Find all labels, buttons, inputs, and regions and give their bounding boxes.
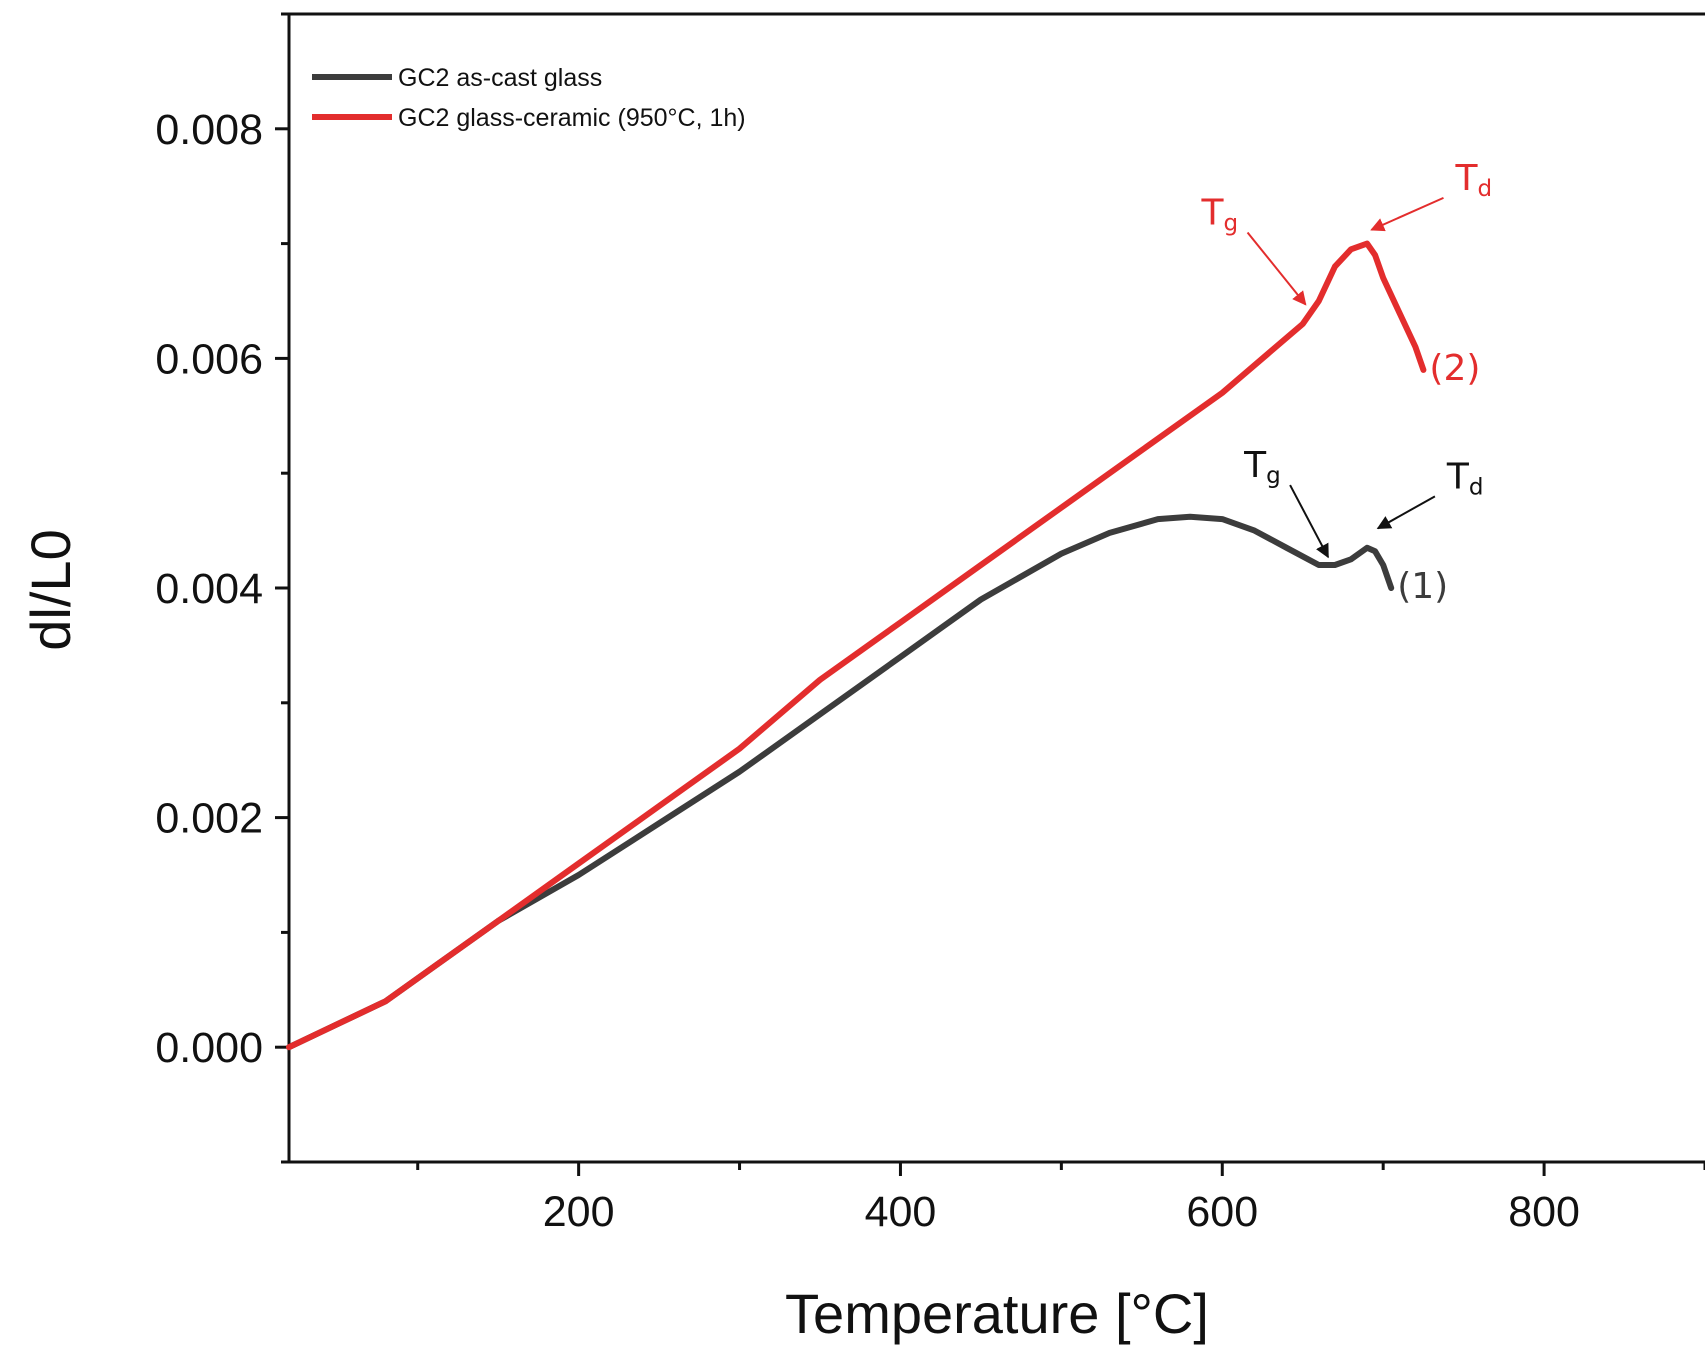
annotation-arrow xyxy=(1246,231,1307,306)
annotation-label-Tg: Tg xyxy=(1243,445,1281,489)
series-end-label-1: (1) xyxy=(1397,566,1448,607)
y-axis-ticks: 0.000 0.002 0.004 0.006 0.008 xyxy=(155,12,289,1164)
legend: GC2 as-cast glass GC2 glass-ceramic (950… xyxy=(312,64,746,132)
legend-label-glass-ceramic: GC2 glass-ceramic (950°C, 1h) xyxy=(398,104,746,132)
y-tick-label: 0.008 xyxy=(155,106,263,154)
series-end-labels: (1) (2) xyxy=(1397,348,1480,607)
y-tick-label: 0.004 xyxy=(155,565,263,613)
x-axis-ticks: 200 400 600 800 xyxy=(416,1162,1705,1236)
x-tick-label: 800 xyxy=(1508,1188,1580,1236)
y-axis-title: dl/L0 xyxy=(19,529,82,650)
series-line-2 xyxy=(286,240,1427,1051)
x-tick-label: 600 xyxy=(1186,1188,1258,1236)
x-axis-title: Temperature [°C] xyxy=(785,1282,1209,1345)
legend-label-as-cast: GC2 as-cast glass xyxy=(398,64,602,92)
annotation-arrow xyxy=(1370,196,1444,232)
annotation-arrow xyxy=(1289,484,1329,559)
y-tick-label: 0.000 xyxy=(155,1024,263,1072)
y-tick-label: 0.002 xyxy=(155,795,263,843)
series-layer xyxy=(286,240,1427,1051)
annotation-label-Td: Td xyxy=(1446,456,1484,500)
series-line-1 xyxy=(286,513,1395,1051)
annotation-label-Td: Td xyxy=(1454,158,1492,202)
x-tick-label: 400 xyxy=(865,1188,937,1236)
annotation-label-Tg: Tg xyxy=(1201,192,1239,236)
x-tick-label: 200 xyxy=(543,1188,615,1236)
annotations: Tg Td Tg Td xyxy=(1201,158,1492,559)
series-end-label-2: (2) xyxy=(1429,348,1480,389)
annotation-arrow xyxy=(1376,495,1436,530)
y-tick-label: 0.006 xyxy=(155,335,263,383)
